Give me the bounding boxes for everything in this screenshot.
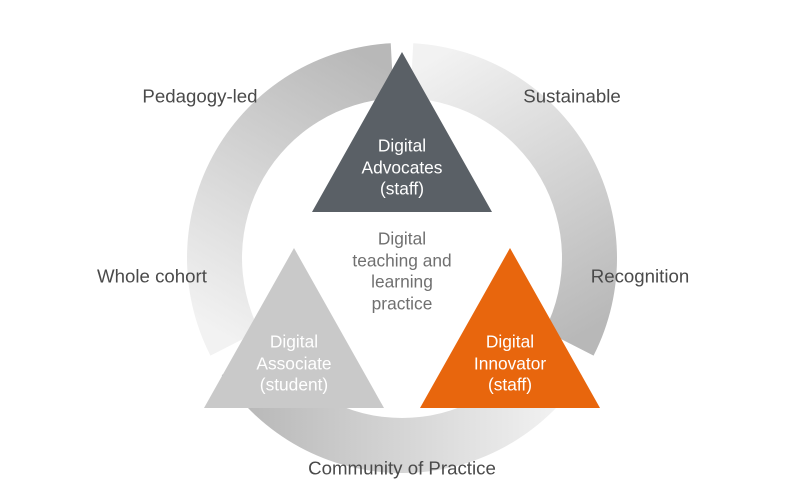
ring-label-sustainable: Sustainable <box>462 84 682 107</box>
diagram-stage: Digital teaching and learning practice P… <box>0 0 805 500</box>
ring-label-recognition: Recognition <box>530 264 750 287</box>
triangle-label-advocates: Digital Advocates (staff) <box>347 136 457 201</box>
triangle-label-associate: Digital Associate (student) <box>239 332 349 397</box>
ring-label-pedagogy: Pedagogy-led <box>90 84 310 107</box>
center-label: Digital teaching and learning practice <box>347 229 457 316</box>
triangle-label-innovator: Digital Innovator (staff) <box>455 332 565 397</box>
ring-label-cohort: Whole cohort <box>42 264 262 287</box>
ring-label-community: Community of Practice <box>292 456 512 479</box>
